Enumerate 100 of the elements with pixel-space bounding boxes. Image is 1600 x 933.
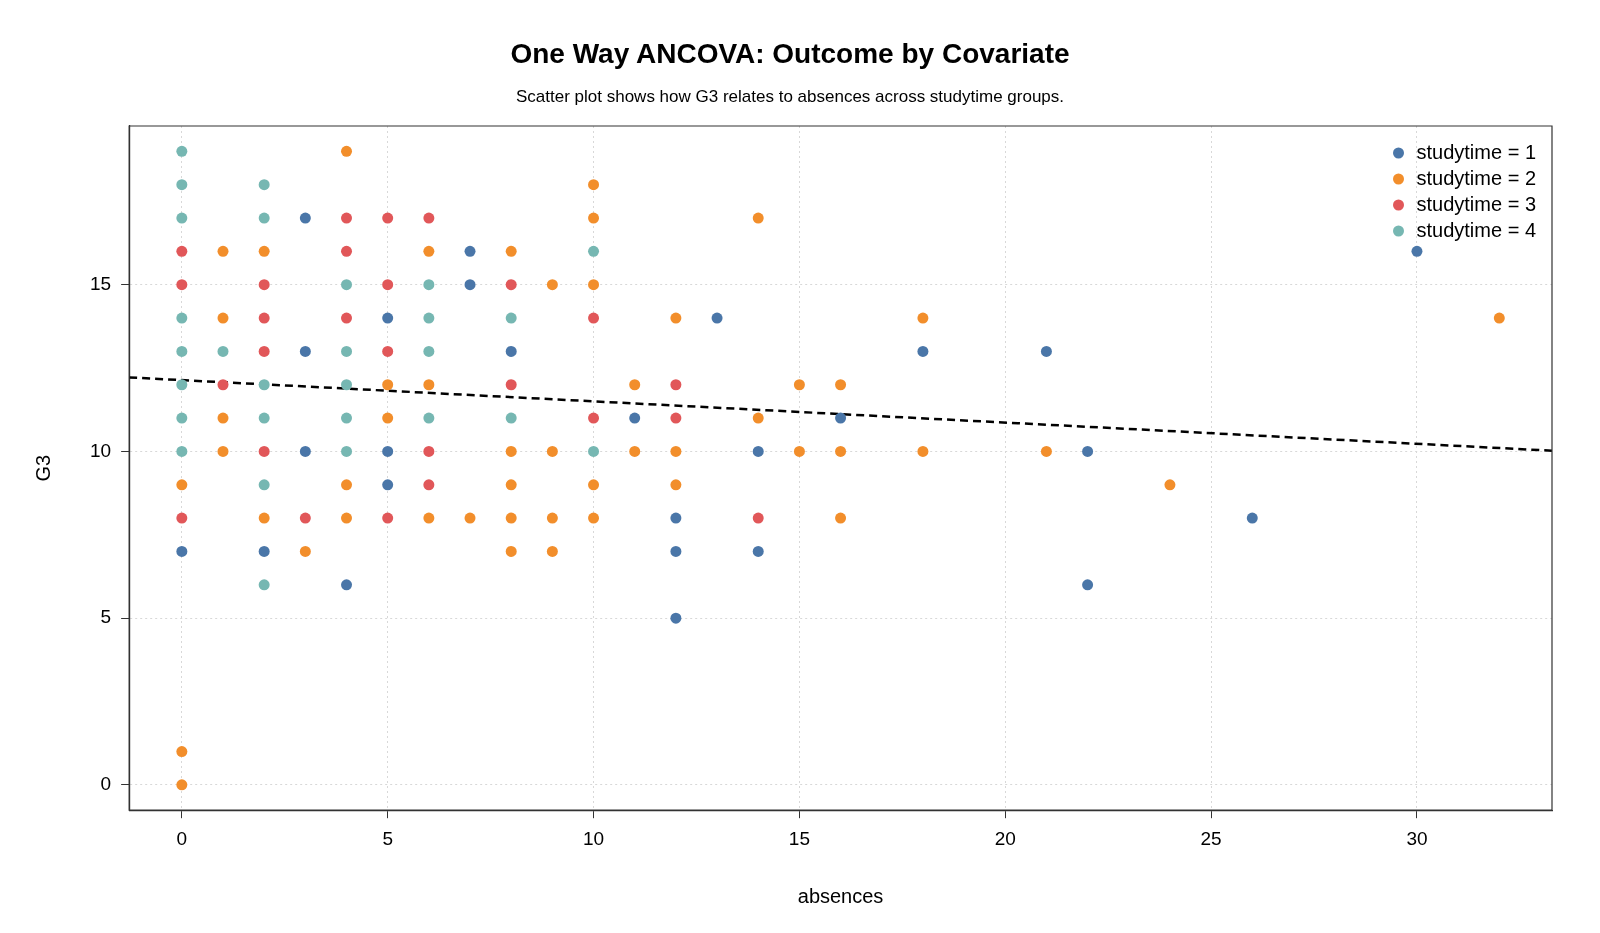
point: [546, 545, 558, 557]
y-tick-label: 15: [89, 272, 112, 294]
point: [835, 412, 847, 424]
point: [1411, 245, 1423, 257]
point: [423, 345, 435, 357]
x-tick-label: 25: [1200, 827, 1222, 849]
point: [423, 412, 435, 424]
point: [341, 412, 353, 424]
point: [258, 245, 270, 257]
point: [382, 212, 394, 224]
point: [176, 445, 188, 457]
point: [505, 345, 517, 357]
point: [752, 545, 764, 557]
point: [258, 579, 270, 591]
point: [793, 379, 805, 391]
point: [341, 379, 353, 391]
point: [258, 179, 270, 191]
point: [752, 412, 764, 424]
point: [629, 445, 641, 457]
y-tick-label: 0: [100, 773, 112, 795]
chart-title: One Way ANCOVA: Outcome by Covariate: [510, 37, 1070, 69]
point: [588, 512, 600, 524]
legend-label: studytime = 1: [1416, 140, 1537, 163]
point: [464, 279, 476, 291]
point: [505, 445, 517, 457]
point: [217, 379, 229, 391]
point: [176, 545, 188, 557]
point: [752, 445, 764, 457]
point: [382, 512, 394, 524]
point: [341, 212, 353, 224]
point: [176, 145, 188, 157]
point: [1082, 445, 1094, 457]
legend-label: studytime = 4: [1416, 218, 1537, 241]
point: [505, 312, 517, 324]
point: [217, 245, 229, 257]
y-tick-label: 5: [100, 606, 112, 628]
point: [258, 212, 270, 224]
point: [505, 512, 517, 524]
point: [835, 512, 847, 524]
point: [1040, 345, 1052, 357]
chart-subtitle: Scatter plot shows how G3 relates to absences across studytime groups.: [515, 87, 1065, 107]
point: [382, 312, 394, 324]
point: [670, 612, 682, 624]
point: [176, 412, 188, 424]
point: [217, 412, 229, 424]
point: [176, 512, 188, 524]
point: [341, 312, 353, 324]
point: [505, 479, 517, 491]
point: [258, 345, 270, 357]
point: [588, 445, 600, 457]
point: [711, 312, 723, 324]
point: [217, 345, 229, 357]
point: [1082, 579, 1094, 591]
point: [299, 345, 311, 357]
point: [629, 379, 641, 391]
x-axis-title: absences: [797, 884, 884, 907]
point: [505, 412, 517, 424]
point: [176, 479, 188, 491]
point: [917, 312, 929, 324]
point: [835, 445, 847, 457]
point: [464, 512, 476, 524]
point: [217, 445, 229, 457]
point: [588, 212, 600, 224]
point: [423, 279, 435, 291]
point: [382, 279, 394, 291]
point: [217, 312, 229, 324]
point: [464, 245, 476, 257]
point: [176, 279, 188, 291]
point: [176, 312, 188, 324]
x-tick-label: 20: [994, 827, 1016, 849]
point: [341, 479, 353, 491]
point: [423, 512, 435, 524]
point: [382, 379, 394, 391]
point: [341, 579, 353, 591]
point: [752, 512, 764, 524]
point: [505, 379, 517, 391]
point: [176, 179, 188, 191]
point: [258, 412, 270, 424]
point: [917, 345, 929, 357]
point: [423, 379, 435, 391]
point: [546, 445, 558, 457]
point: [546, 279, 558, 291]
point: [505, 279, 517, 291]
point: [258, 379, 270, 391]
point: [423, 312, 435, 324]
point: [670, 379, 682, 391]
point: [341, 445, 353, 457]
point: [505, 545, 517, 557]
point: [588, 279, 600, 291]
point: [258, 312, 270, 324]
point: [382, 445, 394, 457]
point: [341, 145, 353, 157]
legend-label: studytime = 2: [1416, 166, 1537, 189]
point: [176, 379, 188, 391]
x-tick-label: 15: [788, 827, 810, 849]
point: [752, 212, 764, 224]
point: [258, 279, 270, 291]
point: [588, 312, 600, 324]
legend-label: studytime = 3: [1416, 192, 1537, 215]
point: [258, 445, 270, 457]
